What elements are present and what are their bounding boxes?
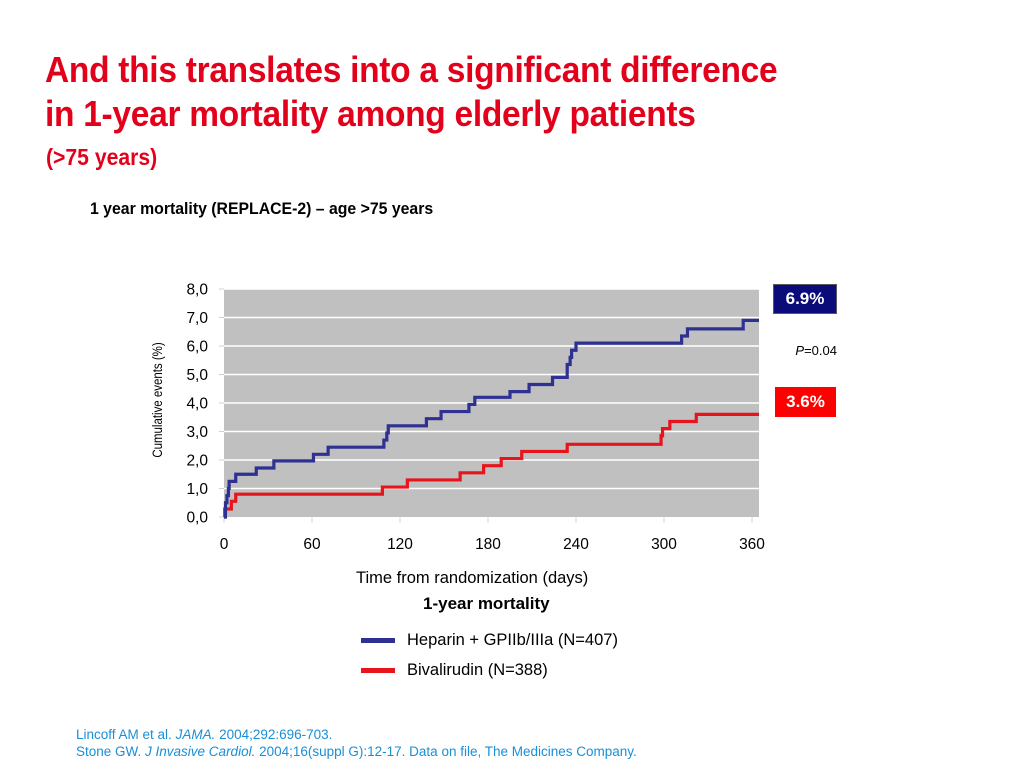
reference-1-journal: JAMA.	[175, 727, 216, 742]
x-tick-label: 0	[220, 536, 229, 553]
p-value-number: =0.04	[804, 343, 837, 358]
legend-label-heparin: Heparin + GPIIb/IIIa (N=407)	[407, 631, 618, 649]
bivalirudin-final-value-badge: 3.6%	[775, 387, 836, 417]
legend-item-heparin: Heparin + GPIIb/IIIa (N=407)	[361, 631, 618, 650]
x-tick-label: 300	[651, 536, 677, 553]
slide-title-line-2: in 1-year mortality among elderly patien…	[45, 93, 696, 134]
reference-2-authors: Stone GW.	[76, 744, 146, 759]
slide-title-line-1: And this translates into a significant d…	[45, 49, 778, 90]
heparin-final-value-badge: 6.9%	[773, 284, 837, 314]
y-axis: 0,0 1,0 2,0 3,0 4,0 5,0 6,0 7,0 8,0	[186, 282, 224, 527]
y-tick-label: 5,0	[186, 367, 208, 384]
x-tick-label: 60	[303, 536, 321, 553]
y-tick-label: 6,0	[186, 339, 208, 356]
x-tick-label: 120	[387, 536, 413, 553]
p-value-label: P	[795, 343, 805, 358]
chart-heading: 1 year mortality (REPLACE-2) – age >75 y…	[90, 199, 434, 218]
series-line-bivalirudin	[223, 412, 759, 519]
reference-1-details: 2004;292:696-703.	[215, 727, 333, 742]
y-tick-label: 0,0	[186, 510, 208, 527]
series-line-heparin	[223, 318, 759, 519]
legend-item-bivalirudin: Bivalirudin (N=388)	[361, 661, 548, 680]
x-tick-label: 180	[475, 536, 501, 553]
legend-swatch-bivalirudin	[361, 668, 395, 673]
y-tick-label: 3,0	[186, 424, 208, 441]
reference-1-authors: Lincoff AM et al.	[76, 727, 176, 742]
reference-1: Lincoff AM et al. JAMA. 2004;292:696-703…	[76, 726, 637, 743]
series-group	[223, 318, 759, 519]
legend-swatch-heparin	[361, 638, 395, 643]
legend-label-bivalirudin: Bivalirudin (N=388)	[407, 661, 548, 679]
p-value: P=0.04	[795, 343, 837, 358]
y-axis-title: Cumulative events (%)	[150, 342, 165, 457]
y-tick-label: 1,0	[186, 481, 208, 498]
chart-caption: 1-year mortality	[423, 594, 550, 613]
reference-2: Stone GW. J Invasive Cardiol. 2004;16(su…	[76, 743, 637, 760]
slide-subtitle: (>75 years)	[46, 144, 158, 170]
x-axis: 0 60 120 180 240 300 360	[220, 517, 765, 553]
y-tick-label: 8,0	[186, 282, 208, 299]
reference-2-journal: J Invasive Cardiol.	[145, 744, 256, 759]
y-tick-label: 7,0	[186, 310, 208, 327]
x-axis-title: Time from randomization (days)	[356, 569, 589, 587]
reference-2-details: 2004;16(suppl G):12-17. Data on file, Th…	[255, 744, 637, 759]
y-tick-label: 4,0	[186, 396, 208, 413]
slide-title: And this translates into a significant d…	[45, 48, 778, 136]
x-tick-label: 360	[739, 536, 765, 553]
x-tick-label: 240	[563, 536, 589, 553]
references: Lincoff AM et al. JAMA. 2004;292:696-703…	[76, 726, 637, 760]
y-tick-label: 2,0	[186, 453, 208, 470]
